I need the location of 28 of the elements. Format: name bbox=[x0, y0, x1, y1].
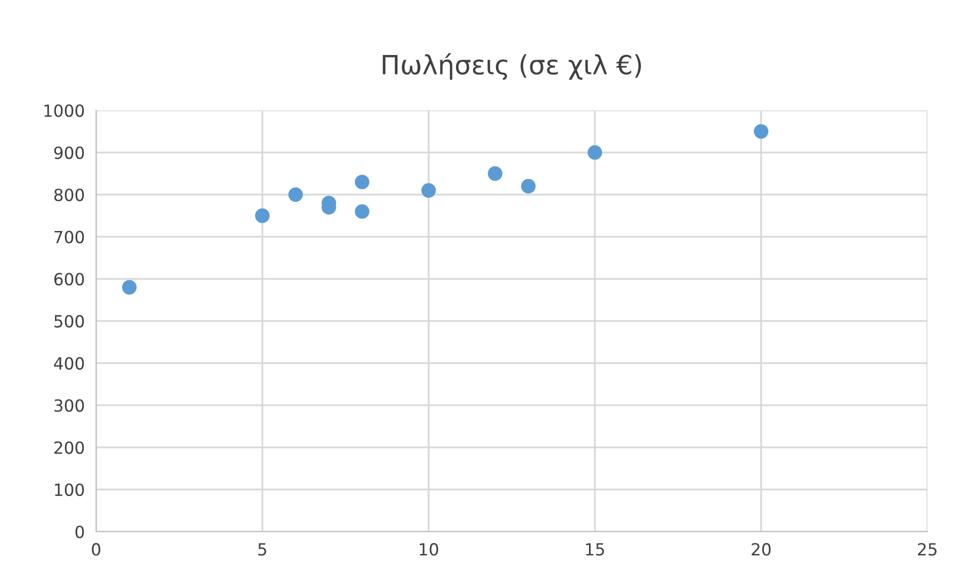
x-tick-label: 5 bbox=[258, 543, 266, 556]
x-tick-label: 10 bbox=[420, 543, 438, 556]
y-tick-label: 200 bbox=[54, 441, 84, 454]
y-tick-label: 800 bbox=[54, 188, 84, 202]
x-tick-label: 25 bbox=[918, 543, 937, 556]
point bbox=[288, 187, 303, 202]
y-tick-label: 300 bbox=[54, 399, 84, 412]
x-tick-label: 20 bbox=[752, 543, 771, 556]
y-tick-label: 600 bbox=[54, 272, 84, 286]
y-tick-label: 0 bbox=[75, 526, 84, 538]
y-tick-label: 100 bbox=[55, 483, 84, 496]
point bbox=[255, 208, 270, 223]
chart-title: Πωλήσεις (σε χιλ €) bbox=[382, 53, 641, 80]
point bbox=[488, 166, 502, 181]
y-tick-label: 900 bbox=[54, 146, 84, 160]
x-tick-label: 0 bbox=[92, 543, 100, 556]
point bbox=[521, 178, 536, 194]
y-tick-label: 700 bbox=[54, 230, 84, 244]
point bbox=[122, 280, 137, 295]
y-tick-label: 400 bbox=[54, 357, 84, 370]
x-tick-label: 15 bbox=[586, 543, 604, 556]
point bbox=[354, 204, 370, 219]
point bbox=[421, 183, 436, 198]
point bbox=[754, 124, 768, 139]
point bbox=[354, 174, 370, 190]
y-tick-label: 1000 bbox=[44, 104, 84, 117]
y-tick-label: 500 bbox=[54, 314, 84, 328]
point bbox=[588, 145, 602, 160]
